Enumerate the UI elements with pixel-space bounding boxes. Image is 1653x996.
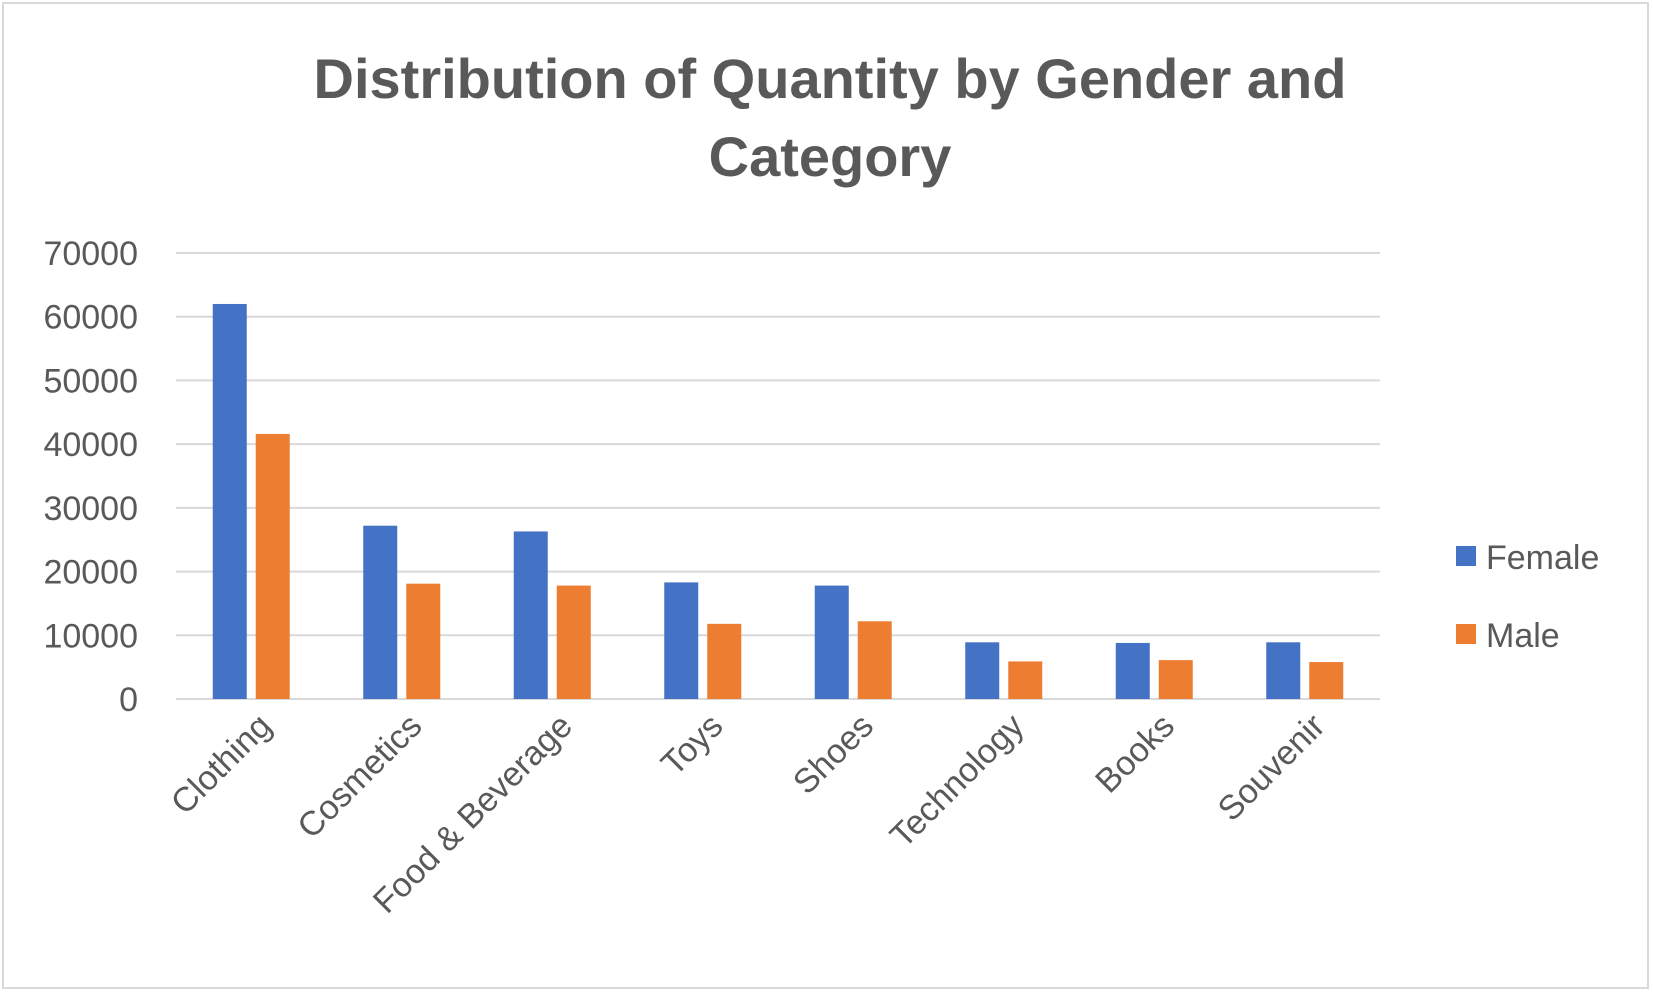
bars — [212, 303, 1344, 699]
bar-male-4 — [857, 621, 892, 699]
x-tick-label: Souvenir — [1211, 707, 1333, 829]
y-tick-label: 40000 — [43, 426, 138, 464]
bar-male-6 — [1158, 660, 1193, 699]
bar-male-0 — [255, 433, 290, 699]
y-tick-label: 70000 — [43, 235, 138, 273]
y-tick-label: 20000 — [43, 554, 138, 592]
bar-female-5 — [965, 642, 1000, 699]
chart-title-line-1: Distribution of Quantity by Gender and — [314, 47, 1347, 110]
x-tick-label: Toys — [654, 707, 730, 783]
bar-female-3 — [664, 582, 699, 699]
bar-male-1 — [406, 583, 441, 699]
bar-chart: Distribution of Quantity by Gender and C… — [43, 47, 1599, 921]
legend-label-female: Female — [1486, 539, 1599, 577]
legend-label-male: Male — [1486, 617, 1560, 655]
bar-female-7 — [1266, 642, 1301, 699]
legend-swatch-male — [1456, 624, 1476, 644]
x-tick-label: Shoes — [786, 707, 881, 802]
bar-female-2 — [513, 531, 548, 699]
bar-female-1 — [363, 525, 398, 699]
y-axis-ticks: 0 10000 20000 30000 40000 50000 60000 70000 — [43, 235, 138, 719]
y-tick-label: 60000 — [43, 299, 138, 337]
x-tick-label: Books — [1088, 707, 1182, 801]
bar-female-6 — [1115, 642, 1150, 699]
gridlines — [176, 252, 1380, 700]
x-tick-label: Technology — [883, 707, 1032, 856]
y-tick-label: 0 — [119, 681, 138, 719]
legend: Female Male — [1456, 539, 1599, 655]
bar-female-4 — [814, 585, 849, 699]
bar-male-7 — [1309, 662, 1344, 699]
chart-title-line-2: Category — [709, 125, 952, 188]
bar-female-0 — [212, 303, 247, 699]
y-tick-label: 50000 — [43, 362, 138, 400]
y-tick-label: 10000 — [43, 617, 138, 655]
bar-male-2 — [556, 585, 591, 699]
y-tick-label: 30000 — [43, 490, 138, 528]
legend-swatch-female — [1456, 546, 1476, 566]
x-tick-label: Clothing — [164, 707, 279, 822]
bar-male-5 — [1008, 661, 1043, 699]
bar-male-3 — [707, 623, 742, 699]
x-tick-label: Cosmetics — [290, 707, 429, 846]
